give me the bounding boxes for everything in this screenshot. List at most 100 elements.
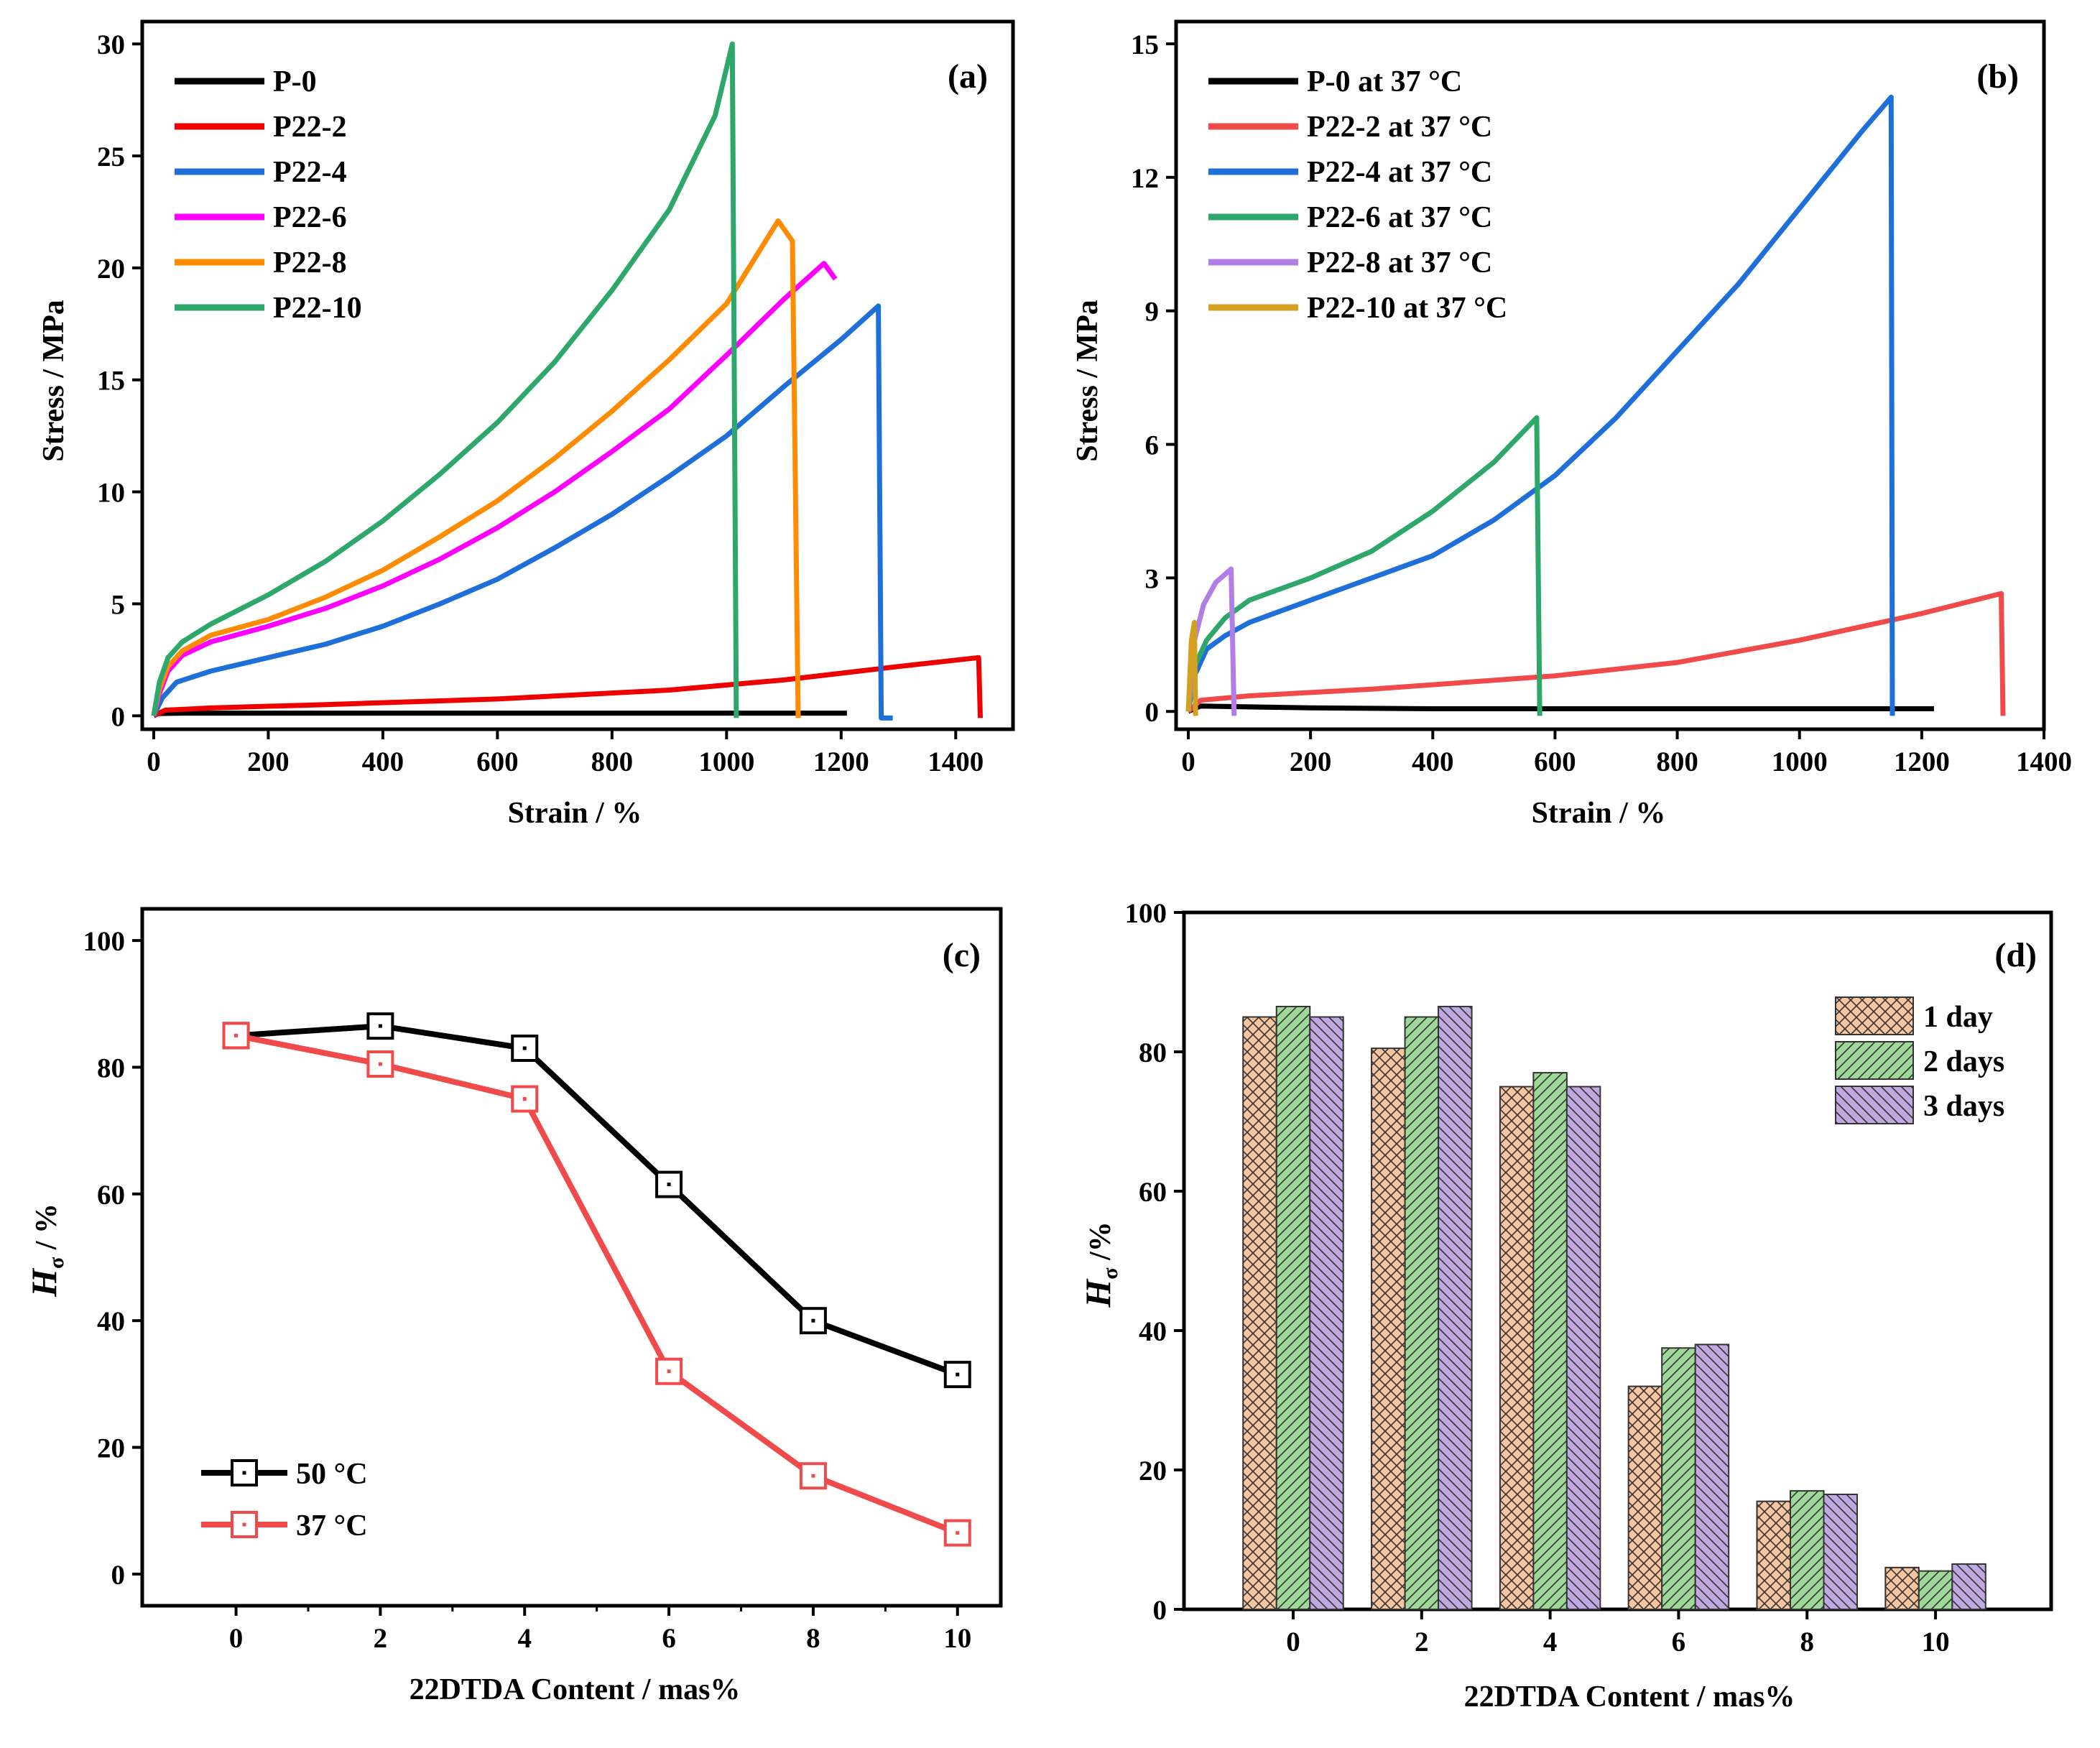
series-line-p22-2 bbox=[152, 655, 983, 718]
panel-a-ytick-label: 5 bbox=[111, 589, 126, 620]
panel-a-ytick-label: 20 bbox=[97, 254, 125, 285]
bar-2-days-4 bbox=[1532, 1072, 1568, 1610]
bar-2-days-10 bbox=[1918, 1570, 1953, 1610]
panel-b-xtick-label: 0 bbox=[1181, 746, 1195, 777]
series-line-p-0-at-37-c bbox=[1187, 703, 1934, 714]
panel-d-ylabel-main: H bbox=[1078, 1278, 1118, 1308]
legend-label: P22-4 at 37 °C bbox=[1307, 156, 1492, 189]
panel-d-ytick-label: 80 bbox=[1139, 1037, 1167, 1068]
legend-swatch bbox=[1835, 1041, 1914, 1080]
panel-b-ylabel: Stress / MPa bbox=[1071, 300, 1104, 462]
series-line-p22-6-at-37-c bbox=[1185, 415, 1542, 716]
data-point-marker bbox=[655, 1357, 683, 1385]
panel-b-ytick-label: 0 bbox=[1145, 697, 1160, 728]
data-point-center bbox=[522, 1097, 527, 1101]
legend-swatch bbox=[1835, 1086, 1914, 1124]
data-point-center bbox=[956, 1531, 960, 1535]
panel-d-xtick-label: 6 bbox=[1672, 1627, 1686, 1657]
bar-1-day-4 bbox=[1499, 1086, 1535, 1610]
bar-1-day-6 bbox=[1627, 1385, 1663, 1610]
panel-c-ytick-label: 80 bbox=[97, 1053, 125, 1083]
data-point-center bbox=[522, 1046, 527, 1050]
bar-3-days-2 bbox=[1438, 1005, 1473, 1610]
series-line-p22-4-at-37-c bbox=[1185, 94, 1895, 716]
panel-c-frame bbox=[140, 907, 1003, 1608]
panel-a-frame bbox=[140, 19, 1015, 731]
legend-marker-center bbox=[242, 1471, 246, 1475]
panel-c-label: (c) bbox=[943, 936, 981, 974]
legend-label: P22-10 bbox=[273, 292, 362, 325]
series-line-p22-10 bbox=[151, 41, 739, 718]
panel-d-ytick-label: 0 bbox=[1153, 1595, 1167, 1626]
panel-a-xlabel: Strain / % bbox=[508, 797, 642, 830]
bar-2-days-0 bbox=[1275, 1005, 1311, 1610]
panel-d-frame bbox=[1182, 910, 2053, 1611]
panel-c-ylabel-sub: σ bbox=[45, 1257, 68, 1269]
panel-d-xtick-label: 0 bbox=[1286, 1627, 1300, 1657]
legend-label: P22-6 bbox=[273, 201, 347, 234]
legend-label: 37 °C bbox=[296, 1509, 368, 1543]
panel-c-ytick-label: 60 bbox=[97, 1180, 125, 1211]
legend-label: P22-4 bbox=[273, 156, 347, 189]
data-point-center bbox=[667, 1183, 671, 1187]
bar-3-days-8 bbox=[1823, 1493, 1858, 1610]
legend-label: 2 days bbox=[1923, 1045, 2004, 1078]
panel-a-ytick-label: 0 bbox=[111, 701, 126, 732]
data-point-center bbox=[378, 1024, 382, 1028]
panel-d-ytick-label: 40 bbox=[1139, 1316, 1167, 1347]
legend-swatch bbox=[1835, 996, 1914, 1035]
data-point-marker bbox=[799, 1462, 827, 1490]
legend-label: 3 days bbox=[1923, 1090, 2004, 1123]
bar-2-days-6 bbox=[1661, 1347, 1696, 1610]
legend-label: P22-2 bbox=[273, 111, 347, 144]
panel-d-xtick-label: 4 bbox=[1543, 1627, 1558, 1657]
data-point-center bbox=[811, 1318, 815, 1323]
panel-d-healing-time: (d) 22DTDA Content / mas% Hσ /% 02040608… bbox=[1078, 898, 2053, 1714]
panel-c-ytick-label: 0 bbox=[111, 1560, 126, 1591]
panel-c-ylabel: Hσ / % bbox=[24, 1203, 68, 1298]
panel-a-xtick-label: 400 bbox=[362, 746, 404, 777]
panel-d-ytick-label: 20 bbox=[1139, 1456, 1167, 1486]
panel-b-xtick-label: 200 bbox=[1290, 746, 1332, 777]
panel-c-xtick-label: 8 bbox=[806, 1623, 820, 1654]
data-point-marker bbox=[366, 1012, 394, 1040]
series-line-p22-4 bbox=[151, 303, 893, 721]
data-point-center bbox=[956, 1372, 960, 1377]
panel-b-ytick-label: 3 bbox=[1145, 563, 1160, 594]
panel-b-ytick-label: 9 bbox=[1145, 297, 1160, 328]
data-point-center bbox=[378, 1062, 382, 1066]
panel-c-xtick-label: 6 bbox=[662, 1623, 676, 1654]
panel-d-xlabel: 22DTDA Content / mas% bbox=[1464, 1680, 1795, 1714]
bar-1-day-10 bbox=[1884, 1566, 1920, 1611]
panel-a-xtick-label: 1000 bbox=[698, 746, 754, 777]
series-line-p22-2-at-37-c bbox=[1186, 591, 2006, 716]
panel-a-xtick-label: 600 bbox=[476, 746, 519, 777]
panel-c-ylabel-rest: / % bbox=[30, 1203, 63, 1257]
bar-1-day-0 bbox=[1242, 1016, 1277, 1610]
panel-d-ytick-label: 60 bbox=[1139, 1177, 1167, 1208]
panel-b-ytick-label: 15 bbox=[1131, 29, 1159, 60]
legend-marker-center bbox=[242, 1522, 246, 1527]
panel-c-ytick-label: 100 bbox=[83, 926, 126, 957]
panel-d-ylabel-rest: /% bbox=[1084, 1221, 1117, 1267]
panel-a-xtick-label: 800 bbox=[591, 746, 634, 777]
series-line-p-0 bbox=[152, 711, 847, 718]
panel-a-xtick-label: 200 bbox=[247, 746, 290, 777]
panel-b-ytick-label: 12 bbox=[1131, 163, 1159, 194]
bar-2-days-2 bbox=[1404, 1016, 1440, 1610]
legend-label: P-0 at 37 °C bbox=[1307, 65, 1462, 98]
panel-b-frame bbox=[1174, 19, 2046, 731]
panel-b-label: (b) bbox=[1976, 57, 2019, 96]
data-point-center bbox=[811, 1474, 815, 1478]
legend-label: P22-6 at 37 °C bbox=[1307, 201, 1492, 234]
legend-label: P-0 bbox=[273, 65, 317, 98]
legend-label: 50 °C bbox=[296, 1458, 368, 1491]
panel-d-ylabel-sub: σ bbox=[1098, 1267, 1122, 1280]
panel-b-xtick-label: 1000 bbox=[1772, 746, 1828, 777]
panel-a-label: (a) bbox=[948, 57, 988, 96]
data-point-marker bbox=[511, 1085, 539, 1113]
panel-a-xtick-label: 1400 bbox=[928, 746, 984, 777]
panel-c-xtick-label: 4 bbox=[517, 1623, 532, 1654]
panel-c-xlabel: 22DTDA Content / mas% bbox=[410, 1673, 741, 1706]
series-line-50c bbox=[236, 1023, 959, 1377]
